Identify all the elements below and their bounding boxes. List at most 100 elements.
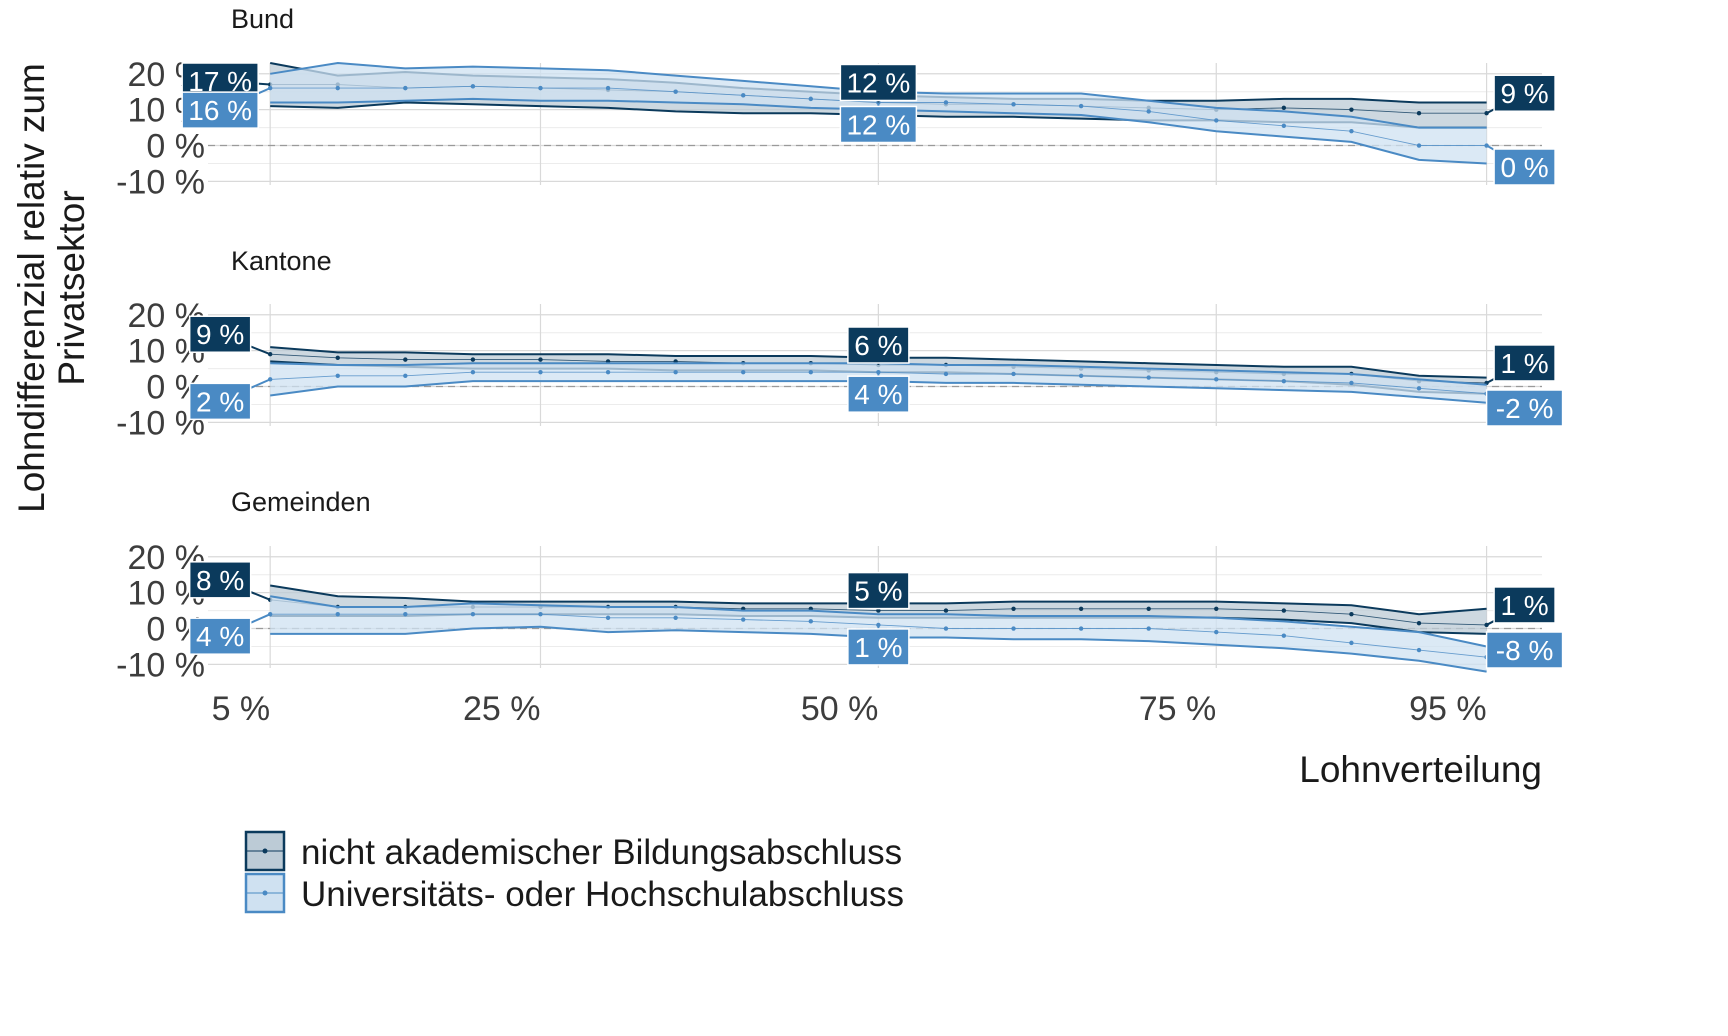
data-point	[1416, 647, 1422, 653]
value-label: 9 %	[1486, 74, 1556, 115]
label-box	[1485, 631, 1564, 669]
x-tick-label: 5 %	[212, 690, 271, 728]
label-text: -8 %	[1496, 635, 1554, 666]
label-box	[1493, 344, 1556, 382]
data-point	[403, 357, 408, 362]
value-label: 1 %	[1486, 586, 1556, 626]
label-box	[847, 571, 910, 610]
label-box	[847, 326, 910, 364]
panel-gemeinden: Gemeinden-10 %0 %10 %20 %8 %4 %5 %1 %1 %…	[116, 487, 1564, 684]
data-point	[1078, 103, 1084, 109]
value-label: 6 %	[847, 326, 910, 365]
panel-bund: Bund-10 %0 %10 %20 %17 %16 %12 %12 %9 %0…	[116, 4, 1556, 201]
data-point	[673, 615, 678, 620]
data-point	[1281, 608, 1287, 613]
data-point	[943, 626, 949, 631]
data-point	[808, 619, 814, 624]
y-title-line: Privatsektor	[51, 190, 92, 385]
data-point	[1349, 380, 1354, 386]
data-point	[1146, 375, 1151, 380]
value-label: 0 %	[1486, 144, 1556, 186]
label-text: 0 %	[1500, 152, 1548, 183]
y-title-line: Lohndifferenzial relativ zum	[11, 63, 52, 513]
legend-key-point	[262, 890, 268, 896]
label-text: 2 %	[196, 386, 244, 417]
facet-panels: Bund-10 %0 %10 %20 %17 %16 %12 %12 %9 %0…	[116, 4, 1564, 684]
data-point	[876, 369, 881, 375]
label-box	[188, 617, 252, 655]
facet-title: Gemeinden	[231, 487, 371, 517]
data-point	[741, 93, 746, 98]
data-point	[470, 369, 476, 375]
ribbon	[270, 363, 1487, 403]
data-point	[1011, 626, 1016, 631]
data-point	[741, 617, 746, 622]
label-box	[839, 63, 918, 102]
label-text: -2 %	[1496, 393, 1554, 424]
data-point	[538, 357, 543, 362]
label-text: 5 %	[854, 576, 902, 607]
data-point	[1416, 386, 1422, 391]
data-point	[470, 84, 476, 89]
data-point	[1078, 373, 1084, 378]
value-label: -8 %	[1485, 631, 1564, 669]
data-point	[673, 369, 678, 375]
label-text: 9 %	[196, 319, 244, 350]
data-point	[808, 96, 814, 102]
data-point	[538, 85, 543, 91]
data-point	[470, 357, 476, 362]
y-tick-label: 0 %	[146, 128, 205, 166]
label-box	[188, 382, 252, 421]
data-point	[1214, 118, 1219, 123]
data-point	[808, 369, 814, 375]
label-text: 6 %	[854, 330, 902, 361]
value-label: 16 %	[181, 87, 271, 129]
label-text: 1 %	[1500, 348, 1548, 379]
label-text: 1 %	[1500, 590, 1548, 621]
data-point	[335, 611, 340, 617]
value-label: 9 %	[188, 315, 271, 356]
y-axis-title: Lohndifferenzial relativ zumPrivatsektor	[11, 63, 92, 513]
data-point	[1416, 143, 1422, 148]
data-point	[403, 85, 408, 91]
data-point	[1349, 640, 1354, 646]
label-text: 4 %	[196, 621, 244, 652]
data-point	[335, 373, 340, 378]
data-point	[335, 85, 340, 91]
data-point	[605, 615, 611, 620]
data-point	[741, 369, 746, 375]
facet-title: Bund	[231, 4, 294, 34]
data-point	[538, 611, 543, 617]
label-text: 4 %	[854, 379, 902, 410]
data-point	[1281, 633, 1287, 638]
x-tick-label: 95 %	[1409, 690, 1487, 728]
legend-label: Universitäts- oder Hochschulabschluss	[301, 875, 904, 914]
data-point	[470, 611, 476, 617]
data-point	[943, 371, 949, 377]
value-label: 1 %	[847, 624, 910, 666]
label-text: 12 %	[846, 67, 910, 98]
value-label: 1 %	[1486, 344, 1556, 384]
label-box	[1493, 586, 1556, 624]
data-point	[1281, 123, 1287, 128]
value-label: 12 %	[839, 102, 918, 144]
data-point	[1078, 606, 1084, 611]
data-point	[1146, 626, 1151, 631]
data-point	[1281, 105, 1287, 111]
legend: nicht akademischer BildungsabschlussUniv…	[244, 830, 904, 914]
x-tick-label: 50 %	[801, 690, 879, 728]
label-box	[181, 91, 259, 129]
x-tick-label: 75 %	[1139, 690, 1217, 728]
x-axis: 5 % 25 % 50 % 75 % 95 %	[212, 690, 1487, 728]
value-label: -2 %	[1485, 389, 1564, 427]
label-box	[188, 315, 252, 353]
legend-item: nicht akademischer Bildungsabschluss	[244, 830, 902, 872]
data-point	[1416, 620, 1422, 626]
data-point	[943, 100, 949, 105]
x-axis-title: Lohnverteilung	[1299, 749, 1542, 790]
data-point	[1416, 111, 1422, 116]
value-label: 2 %	[188, 378, 271, 421]
data-point	[1281, 378, 1287, 384]
label-text: 8 %	[196, 565, 244, 596]
